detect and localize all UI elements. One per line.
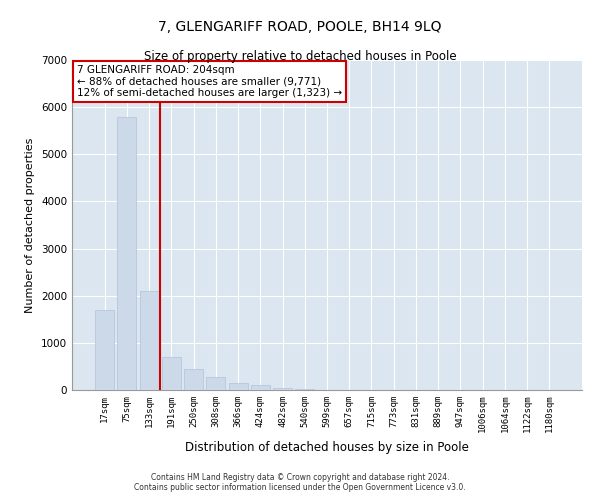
Text: Contains HM Land Registry data © Crown copyright and database right 2024.
Contai: Contains HM Land Registry data © Crown c… xyxy=(134,473,466,492)
Text: 7, GLENGARIFF ROAD, POOLE, BH14 9LQ: 7, GLENGARIFF ROAD, POOLE, BH14 9LQ xyxy=(158,20,442,34)
Bar xyxy=(295,389,314,390)
Bar xyxy=(229,383,248,390)
Text: 7 GLENGARIFF ROAD: 204sqm
← 88% of detached houses are smaller (9,771)
12% of se: 7 GLENGARIFF ROAD: 204sqm ← 88% of detac… xyxy=(77,65,342,98)
Y-axis label: Number of detached properties: Number of detached properties xyxy=(25,138,35,312)
Bar xyxy=(140,291,158,390)
Bar xyxy=(184,369,203,390)
Bar xyxy=(206,377,225,390)
Bar xyxy=(273,388,292,390)
X-axis label: Distribution of detached houses by size in Poole: Distribution of detached houses by size … xyxy=(185,441,469,454)
Bar xyxy=(162,357,181,390)
Bar xyxy=(251,386,270,390)
Bar xyxy=(95,310,114,390)
Text: Size of property relative to detached houses in Poole: Size of property relative to detached ho… xyxy=(143,50,457,63)
Bar xyxy=(118,116,136,390)
